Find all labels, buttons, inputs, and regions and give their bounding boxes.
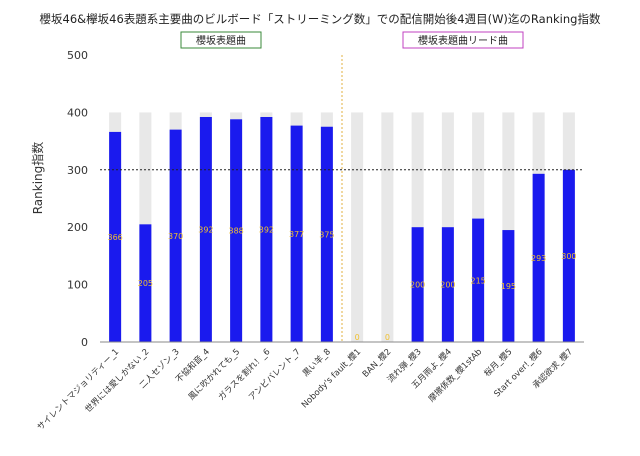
bar	[199, 116, 212, 342]
bars	[109, 116, 575, 343]
value-label: 200	[440, 281, 455, 290]
bar	[320, 126, 333, 342]
group-header-label: 櫻坂表題曲	[196, 34, 246, 47]
bar	[441, 227, 454, 342]
x-tick-label: Nobody's fault_櫻1	[299, 346, 363, 410]
background-bar	[351, 112, 364, 343]
x-tick-label: 風に吹かれても_5	[186, 346, 242, 402]
value-label: 377	[289, 230, 304, 239]
bar	[290, 125, 303, 343]
bar	[562, 169, 575, 342]
value-label: 388	[228, 227, 243, 236]
group-boxes: 櫻坂表題曲 櫻坂表題曲リード曲	[180, 31, 524, 49]
bar	[260, 116, 273, 342]
value-label: 195	[501, 282, 516, 291]
bar	[502, 230, 515, 342]
value-label: 392	[259, 225, 274, 234]
bar	[230, 119, 243, 343]
value-label: 300	[561, 252, 576, 261]
x-tick-labels: サイレントマジョリティー_1世界には愛しかない_2二人セゾン_3不協和音_4風に…	[36, 346, 575, 432]
y-tick-label: 400	[67, 106, 88, 119]
y-tick-label: 100	[67, 279, 88, 292]
value-label: 0	[355, 333, 360, 342]
group-header-label: 櫻坂表題曲リード曲	[418, 34, 508, 47]
value-label: 215	[470, 276, 485, 285]
value-label: 200	[410, 281, 425, 290]
bar	[532, 173, 545, 342]
value-label: 366	[107, 233, 122, 242]
chart-title: 櫻坂46&欅坂46表題系主要曲のビルボード「ストリーミング数」での配信開始後4週…	[40, 12, 601, 26]
bar	[472, 218, 485, 342]
value-labels: 366 205 370 392 388 392 377 375 0 0 200 200 215 195 29…	[107, 225, 576, 342]
background-bar	[381, 112, 394, 343]
y-tick-label: 0	[81, 336, 88, 349]
axes	[100, 55, 584, 343]
x-tick-label: 摩擦係数_櫻1stAb	[426, 346, 484, 404]
bar	[139, 224, 152, 342]
group-header-box	[180, 31, 262, 49]
x-tick-label: アンビバレント_7	[247, 347, 303, 403]
value-label: 0	[385, 333, 390, 342]
y-tick-label: 500	[67, 49, 88, 62]
value-label: 293	[531, 254, 546, 263]
value-label: 392	[198, 225, 213, 234]
y-tick-label: 300	[67, 164, 88, 177]
bar	[411, 227, 424, 342]
y-axis-label: Ranking指数	[30, 142, 45, 215]
y-tick-label: 200	[67, 221, 88, 234]
value-label: 370	[168, 232, 183, 241]
bar	[109, 131, 122, 342]
value-label: 375	[319, 230, 334, 239]
group-header-box	[402, 31, 524, 49]
bar	[169, 129, 182, 342]
value-label: 205	[138, 279, 153, 288]
x-tick-label: ガラスを割れ！_6	[216, 346, 273, 403]
y-tick-labels: 0 100 200 300 400 500	[67, 49, 88, 349]
